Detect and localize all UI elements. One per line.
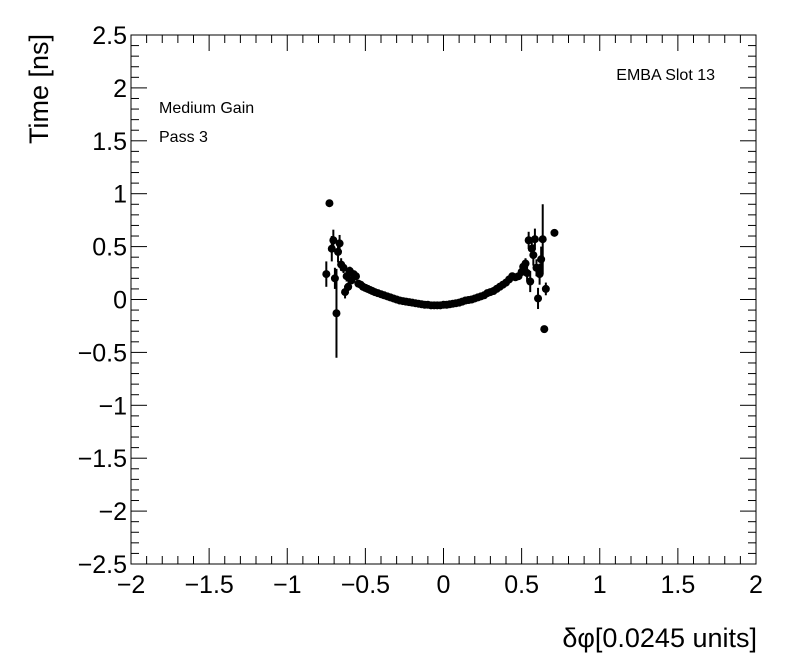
data-point [334, 247, 343, 256]
x-tick-label: −1 [273, 571, 302, 599]
x-tick-label: 0.5 [504, 571, 539, 599]
data-point [534, 294, 543, 303]
x-tick-label: 1 [593, 571, 607, 599]
x-tick-label: 0 [437, 571, 451, 599]
y-tick-label: 0 [113, 287, 127, 315]
data-point [332, 309, 341, 318]
y-tick-label: −1 [98, 392, 127, 420]
y-tick-label: 2.5 [92, 22, 127, 50]
y-tick-label: 1 [113, 181, 127, 209]
data-point [526, 277, 535, 286]
y-tick-label: 0.5 [92, 234, 127, 262]
data-point [335, 239, 344, 248]
data-point [537, 255, 546, 264]
data-point [322, 270, 331, 279]
y-tick-label: −2 [98, 498, 127, 526]
annotation-gain: Medium Gain [159, 100, 254, 117]
y-tick-label: −0.5 [78, 339, 127, 367]
x-tick-label: −2 [117, 571, 146, 599]
y-tick-label: −2.5 [78, 551, 127, 579]
x-tick-label: −1.5 [184, 571, 233, 599]
data-point [339, 263, 348, 272]
y-tick-label: −1.5 [78, 445, 127, 473]
data-point [524, 236, 533, 245]
data-point [523, 269, 532, 278]
y-axis-title: Time [ns] [24, 34, 54, 144]
data-point [521, 259, 530, 268]
x-tick-label: −0.5 [341, 571, 390, 599]
data-point [541, 284, 550, 293]
data-point [329, 236, 338, 245]
data-point [538, 235, 547, 244]
data-point [352, 272, 360, 281]
data-point [532, 263, 541, 272]
data-points [322, 199, 559, 358]
data-point [325, 199, 334, 208]
tick-marks [130, 34, 757, 565]
plot-frame [130, 34, 757, 565]
x-axis-title: δφ[0.0245 units] [562, 623, 757, 653]
data-point [529, 251, 538, 260]
data-point [540, 325, 549, 334]
x-tick-label: 1.5 [660, 571, 695, 599]
data-point [535, 270, 544, 279]
data-point [530, 235, 539, 244]
data-point [330, 274, 339, 283]
annotation-slot: EMBA Slot 13 [616, 67, 715, 84]
data-point [550, 228, 559, 237]
data-point [344, 282, 353, 291]
y-tick-label: 2 [113, 75, 127, 103]
tick-labels: −2 −1.5 −1 −0.5 0 0.5 1 1.5 2 2.5 2 1.5 1 0.5 0 −0.5 −1 −… [78, 22, 763, 599]
x-tick-label: 2 [749, 571, 763, 599]
y-tick-label: 1.5 [92, 128, 127, 156]
annotation-pass: Pass 3 [159, 129, 208, 146]
